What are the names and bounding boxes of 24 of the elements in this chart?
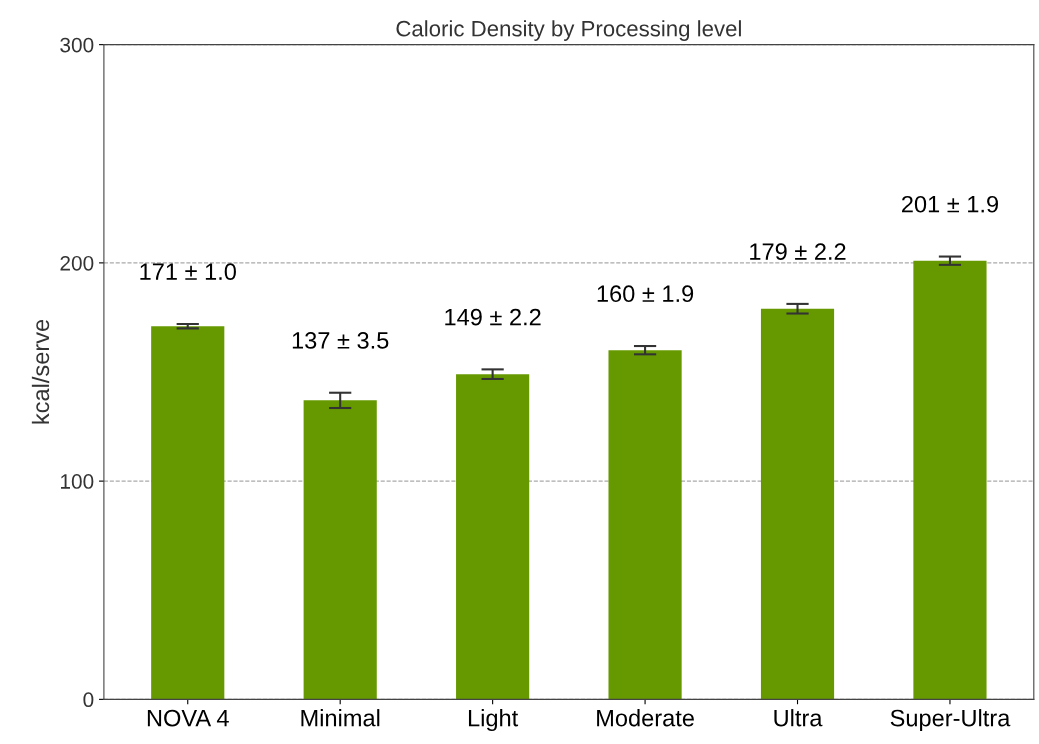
chart-title: Caloric Density by Processing level — [396, 20, 741, 41]
x-tick-label: NOVA 4 — [147, 709, 229, 727]
data-label: 149 ± 2.2 — [445, 308, 541, 326]
bar — [303, 400, 377, 700]
x-tick-label: Ultra — [774, 709, 823, 727]
x-tick-label: Minimal — [301, 709, 380, 727]
x-tick-label: Moderate — [597, 709, 694, 727]
data-label: 179 ± 2.2 — [750, 243, 846, 260]
y-tick-label: 200 — [60, 255, 94, 271]
data-label: 160 ± 1.9 — [597, 285, 694, 303]
bar — [760, 308, 835, 700]
bar — [608, 350, 682, 700]
data-label: 137 ± 3.5 — [292, 332, 389, 349]
bar — [151, 326, 225, 700]
x-tick-label: Light — [468, 709, 519, 732]
bar — [913, 260, 987, 700]
y-tick-label: 0 — [83, 692, 94, 708]
data-label: 201 ± 1.9 — [902, 195, 998, 213]
data-label: 171 ± 1.0 — [140, 263, 236, 281]
x-tick-label: Super-Ultra — [890, 709, 1011, 732]
y-tick-label: 300 — [60, 37, 94, 53]
y-tick-label: 100 — [61, 474, 94, 489]
y-axis-title: kcal/serve — [31, 319, 50, 424]
bar — [456, 374, 530, 700]
